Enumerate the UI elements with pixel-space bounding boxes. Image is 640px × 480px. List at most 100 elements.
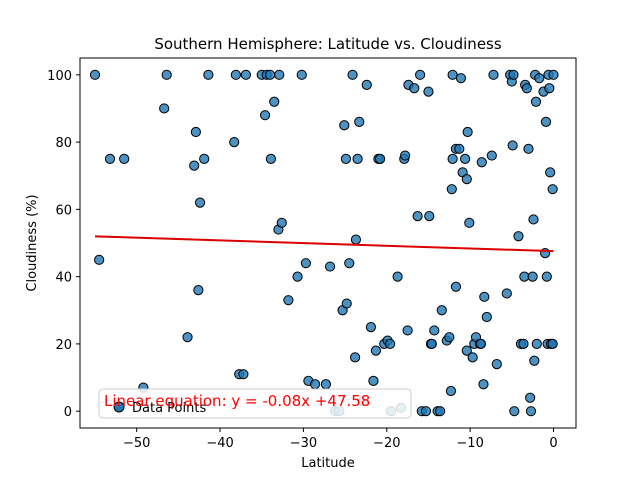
data-point xyxy=(513,231,524,242)
y-tick-label: 80 xyxy=(55,136,72,151)
data-point xyxy=(467,352,478,363)
data-point xyxy=(527,271,538,282)
y-tick-label: 60 xyxy=(55,203,72,218)
data-point xyxy=(385,338,396,350)
legend-box xyxy=(98,388,412,419)
data-point xyxy=(547,184,558,195)
x-tick-label: −40 xyxy=(206,436,233,451)
data-point xyxy=(182,332,193,343)
data-point xyxy=(481,311,492,323)
data-point xyxy=(423,86,434,97)
data-point xyxy=(276,217,287,228)
x-axis: −50 −40 −30 −20 −10 0 xyxy=(123,428,558,451)
x-tick-label: −10 xyxy=(456,436,483,451)
data-point xyxy=(426,338,437,350)
data-point xyxy=(461,173,472,185)
data-point xyxy=(488,69,499,80)
data-point xyxy=(415,69,426,80)
data-point xyxy=(190,126,201,138)
y-tick-label: 20 xyxy=(55,338,72,353)
data-point xyxy=(478,379,489,390)
data-point xyxy=(375,153,386,165)
data-point xyxy=(89,69,101,80)
x-axis-label: Latitude xyxy=(301,456,355,471)
data-point xyxy=(529,355,540,366)
y-tick-label: 0 xyxy=(64,405,72,420)
data-point xyxy=(545,167,556,178)
legend: Data Points xyxy=(98,388,412,419)
data-point xyxy=(540,116,552,128)
data-point xyxy=(238,369,249,380)
legend-label: Data Points xyxy=(132,401,206,416)
data-point xyxy=(199,153,210,165)
x-tick-label: −20 xyxy=(373,436,400,451)
data-point xyxy=(361,79,372,91)
data-point xyxy=(350,234,362,245)
data-point xyxy=(229,136,240,148)
data-point xyxy=(104,153,116,165)
data-point xyxy=(339,120,350,131)
data-point xyxy=(523,143,534,154)
regression-equation: Linear equation: y = -0.08x +47.58 xyxy=(104,392,370,410)
data-point xyxy=(454,143,465,154)
data-point xyxy=(365,321,377,333)
data-point xyxy=(240,69,251,80)
data-point xyxy=(341,298,352,309)
y-axis: 0 20 40 60 80 100 xyxy=(47,69,80,420)
data-point xyxy=(509,406,520,417)
data-point xyxy=(534,73,545,84)
y-tick-label: 100 xyxy=(47,69,72,84)
data-point xyxy=(189,160,200,171)
data-point xyxy=(300,258,312,269)
data-point xyxy=(455,73,467,84)
axes-frame xyxy=(79,57,577,429)
data-point xyxy=(525,392,536,403)
data-point xyxy=(462,126,473,138)
data-point xyxy=(119,153,130,165)
data-point xyxy=(450,281,462,292)
data-point xyxy=(420,406,432,417)
data-point xyxy=(548,69,559,80)
data-point xyxy=(230,69,241,80)
data-point xyxy=(265,153,276,165)
data-point xyxy=(392,271,403,282)
legend-marker xyxy=(113,401,125,413)
data-point xyxy=(521,83,532,94)
data-point xyxy=(370,345,382,356)
data-point xyxy=(354,116,365,128)
data-point xyxy=(400,150,411,161)
data-point xyxy=(264,69,276,80)
data-point xyxy=(352,153,363,165)
data-point xyxy=(444,332,455,343)
data-point xyxy=(368,375,379,387)
data-point xyxy=(544,83,555,94)
data-point xyxy=(486,150,497,161)
data-point xyxy=(460,153,471,165)
chart-title: Southern Hemisphere: Latitude vs. Cloudi… xyxy=(154,35,502,53)
data-point xyxy=(475,338,487,350)
data-point xyxy=(324,261,336,272)
data-point xyxy=(424,210,435,222)
data-point xyxy=(203,69,214,80)
data-point xyxy=(525,406,537,417)
data-point xyxy=(530,96,542,107)
data-point xyxy=(508,69,519,80)
data-point xyxy=(161,69,172,80)
data-point xyxy=(447,153,458,165)
data-point xyxy=(94,254,105,265)
data-point xyxy=(528,214,539,225)
data-point xyxy=(501,288,512,299)
data-point xyxy=(531,338,542,350)
data-point xyxy=(429,325,440,336)
y-tick-label: 40 xyxy=(55,271,72,286)
data-point xyxy=(507,140,518,151)
data-point xyxy=(447,69,458,80)
x-tick-label: −30 xyxy=(290,436,317,451)
data-point xyxy=(476,157,487,168)
data-point xyxy=(519,271,530,282)
data-point xyxy=(446,184,457,195)
data-point xyxy=(435,406,446,417)
data-point xyxy=(344,258,355,269)
data-point xyxy=(547,338,558,350)
